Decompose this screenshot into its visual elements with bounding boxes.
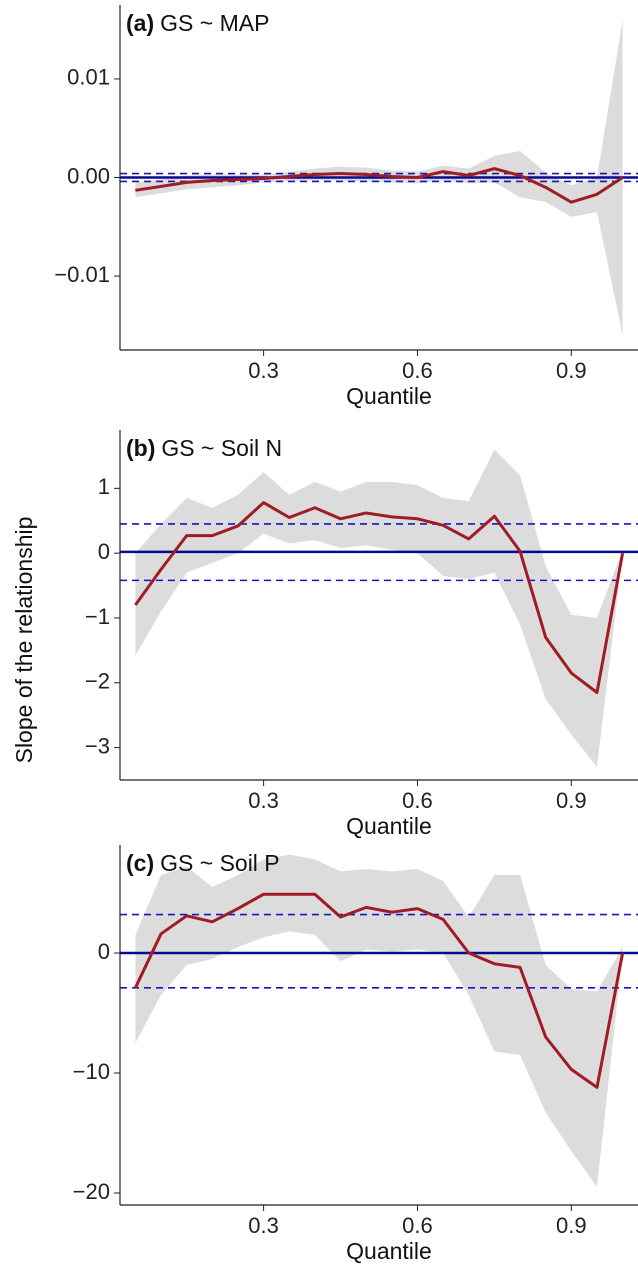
panel-label: (c) — [126, 850, 154, 876]
x-axis-label: Quantile — [346, 1238, 432, 1264]
y-tick-label: −1 — [85, 604, 110, 629]
x-tick-label: 0.6 — [402, 358, 433, 383]
y-tick-label: 0 — [98, 939, 110, 964]
x-axis-label: Quantile — [346, 383, 432, 409]
x-axis-label: Quantile — [346, 813, 432, 839]
quantile-line — [135, 167, 624, 204]
y-tick-label: −2 — [85, 669, 110, 694]
quantile-line — [134, 501, 625, 694]
y-tick-label: −0.01 — [54, 262, 110, 287]
y-tick-label: −10 — [73, 1059, 110, 1084]
panel-title: GS ~ MAP — [160, 10, 269, 36]
y-tick-label: 0 — [98, 539, 110, 564]
panel: −3 −2 −1 0 1 0.3 0.6 0.9 Quantile (b) GS ~ Soil N — [85, 430, 638, 839]
x-tick-label: 0.3 — [248, 358, 279, 383]
panel-label: (a) — [126, 10, 154, 36]
panel-label: (b) — [126, 435, 155, 461]
y-tick-label: −3 — [85, 733, 110, 758]
y-tick-label: −20 — [73, 1179, 110, 1204]
x-tick-label: 0.6 — [402, 788, 433, 813]
x-tick-label: 0.9 — [556, 1213, 587, 1238]
y-tick-label: 1 — [98, 474, 110, 499]
y-axis-label: Slope of the relationship — [11, 517, 37, 764]
x-tick-label: 0.9 — [556, 788, 587, 813]
panel-title: GS ~ Soil P — [160, 850, 280, 876]
x-tick-label: 0.3 — [248, 788, 279, 813]
y-tick-label: 0.01 — [67, 65, 110, 90]
x-tick-label: 0.6 — [402, 1213, 433, 1238]
confidence-band — [135, 449, 623, 768]
x-tick-label: 0.3 — [248, 1213, 279, 1238]
x-tick-label: 0.9 — [556, 358, 587, 383]
y-tick-label: 0.00 — [67, 163, 110, 188]
confidence-band — [135, 854, 623, 1187]
panel-title: GS ~ Soil N — [161, 435, 282, 461]
quantile-line — [134, 892, 625, 1089]
panel: −20 −10 0 0.3 0.6 0.9 Quantile (c) GS ~ Soil P — [73, 845, 638, 1264]
panel: −0.01 0.00 0.01 0.3 0.6 0.9 Quantile (a) GS ~ MA… — [54, 5, 638, 409]
